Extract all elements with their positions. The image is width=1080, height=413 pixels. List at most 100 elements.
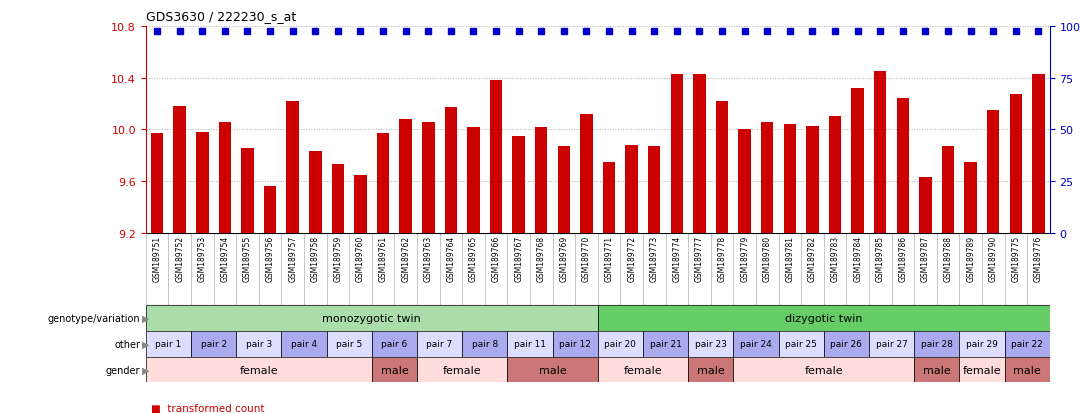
Text: pair 12: pair 12: [559, 339, 591, 349]
Text: GSM189766: GSM189766: [491, 235, 501, 282]
Bar: [468, 128, 480, 233]
Bar: [1004, 331, 1050, 357]
Text: GSM189783: GSM189783: [831, 235, 839, 282]
Bar: [1004, 357, 1050, 382]
Text: male: male: [1013, 365, 1041, 375]
Bar: [1032, 75, 1044, 233]
Bar: [422, 122, 434, 233]
Text: pair 4: pair 4: [291, 339, 318, 349]
Text: GSM189756: GSM189756: [266, 235, 274, 282]
Text: pair 7: pair 7: [427, 339, 453, 349]
Bar: [959, 331, 1004, 357]
Text: GSM189763: GSM189763: [423, 235, 433, 282]
Bar: [598, 306, 1050, 331]
Text: GSM189751: GSM189751: [152, 235, 162, 282]
Text: GSM189767: GSM189767: [514, 235, 523, 282]
Text: GSM189768: GSM189768: [537, 235, 545, 282]
Bar: [598, 357, 688, 382]
Bar: [146, 331, 191, 357]
Text: pair 23: pair 23: [694, 339, 727, 349]
Bar: [146, 357, 372, 382]
Bar: [896, 99, 909, 233]
Text: GSM189773: GSM189773: [650, 235, 659, 282]
Text: pair 26: pair 26: [831, 339, 862, 349]
Text: GSM189774: GSM189774: [673, 235, 681, 282]
Bar: [987, 111, 999, 233]
Bar: [354, 175, 367, 233]
Text: other: other: [114, 339, 140, 349]
Text: GSM189789: GSM189789: [967, 235, 975, 282]
Bar: [739, 130, 751, 233]
Bar: [648, 147, 661, 233]
Bar: [445, 108, 457, 233]
Text: GSM189772: GSM189772: [627, 235, 636, 282]
Text: ▶: ▶: [141, 313, 149, 323]
Text: pair 3: pair 3: [245, 339, 272, 349]
Bar: [733, 331, 779, 357]
Bar: [693, 75, 705, 233]
Text: ■  transformed count: ■ transformed count: [151, 404, 265, 413]
Text: GSM189790: GSM189790: [989, 235, 998, 282]
Text: GSM189771: GSM189771: [605, 235, 613, 282]
Bar: [326, 331, 372, 357]
Text: GSM189755: GSM189755: [243, 235, 252, 282]
Bar: [151, 134, 163, 233]
Text: pair 22: pair 22: [1011, 339, 1043, 349]
Text: pair 6: pair 6: [381, 339, 407, 349]
Text: GSM189776: GSM189776: [1034, 235, 1043, 282]
Bar: [508, 331, 553, 357]
Text: GSM189762: GSM189762: [401, 235, 410, 282]
Text: GSM189781: GSM189781: [785, 235, 795, 281]
Text: GSM189760: GSM189760: [356, 235, 365, 282]
Bar: [869, 331, 914, 357]
Bar: [914, 357, 959, 382]
Bar: [174, 107, 186, 233]
Text: GSM189785: GSM189785: [876, 235, 885, 282]
Bar: [959, 357, 1004, 382]
Bar: [643, 331, 688, 357]
Text: male: male: [697, 365, 725, 375]
Bar: [733, 357, 914, 382]
Bar: [625, 145, 638, 233]
Text: GSM189780: GSM189780: [762, 235, 772, 282]
Bar: [688, 357, 733, 382]
Text: GSM189769: GSM189769: [559, 235, 568, 282]
Text: dizygotic twin: dizygotic twin: [785, 313, 863, 323]
Bar: [964, 162, 977, 233]
Bar: [603, 162, 616, 233]
Bar: [417, 357, 508, 382]
Text: GSM189782: GSM189782: [808, 235, 816, 281]
Text: pair 28: pair 28: [921, 339, 953, 349]
Bar: [580, 115, 593, 233]
Bar: [286, 102, 299, 233]
Bar: [942, 147, 955, 233]
Text: pair 5: pair 5: [336, 339, 362, 349]
Bar: [237, 331, 282, 357]
Text: GSM189787: GSM189787: [921, 235, 930, 282]
Bar: [372, 357, 417, 382]
Bar: [462, 331, 508, 357]
Bar: [508, 357, 598, 382]
Text: female: female: [240, 365, 279, 375]
Text: ▶: ▶: [141, 339, 149, 349]
Text: GSM189777: GSM189777: [694, 235, 704, 282]
Text: GSM189758: GSM189758: [311, 235, 320, 282]
Text: GSM189784: GSM189784: [853, 235, 862, 282]
Text: pair 29: pair 29: [966, 339, 998, 349]
Bar: [218, 122, 231, 233]
Text: GSM189752: GSM189752: [175, 235, 185, 282]
Bar: [716, 102, 728, 233]
Bar: [598, 331, 643, 357]
Bar: [417, 331, 462, 357]
Bar: [553, 331, 598, 357]
Text: GSM189753: GSM189753: [198, 235, 206, 282]
Bar: [400, 120, 411, 233]
Bar: [1010, 95, 1022, 233]
Bar: [282, 331, 326, 357]
Text: male: male: [380, 365, 408, 375]
Bar: [309, 152, 322, 233]
Text: GSM189778: GSM189778: [717, 235, 727, 282]
Bar: [377, 134, 389, 233]
Bar: [557, 147, 570, 233]
Bar: [914, 331, 959, 357]
